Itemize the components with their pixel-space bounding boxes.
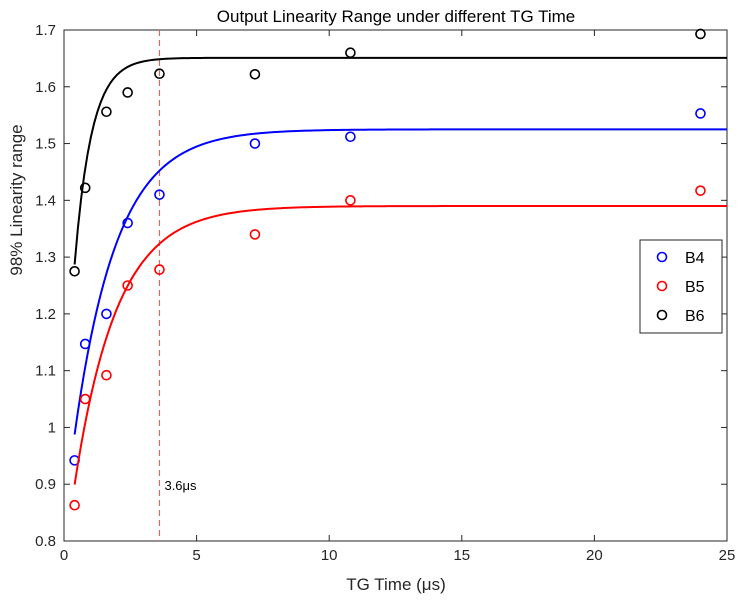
fit-curve-b5 [73, 205, 727, 485]
plot-area: 0 5 10 15 20 25 0.8 0.9 1 1.1 1.2 1.3 1.4 1.5 1.6 1.7 3.… [35, 22, 735, 564]
y-tick-label: 1.6 [35, 79, 56, 96]
data-point-b4 [79, 338, 91, 350]
y-axis-label: 98% Linearity range [7, 124, 26, 275]
data-point-b6 [695, 28, 706, 40]
data-point-b6 [122, 87, 133, 98]
data-point-b5 [345, 195, 356, 206]
y-tick-label: 1.3 [35, 249, 56, 266]
data-point-b5 [122, 280, 133, 291]
fit-curve-b6 [73, 56, 727, 265]
axes-box [63, 29, 728, 542]
y-tick-label: 1.1 [35, 363, 56, 380]
x-tick-label: 15 [453, 547, 470, 564]
data-point-b6 [154, 68, 165, 80]
legend-marker-b5 [656, 280, 668, 292]
data-point-b5 [101, 369, 112, 381]
reference-line-label: 3.6μs [164, 478, 197, 493]
x-tick-label: 10 [321, 547, 338, 564]
legend-box [639, 239, 723, 334]
legend-label-b6: B6 [685, 308, 705, 325]
y-tick-label: 0.9 [35, 476, 56, 493]
data-point-b6 [249, 68, 261, 80]
legend-marker-b4 [656, 251, 668, 263]
legend-label-b5: B5 [685, 279, 705, 296]
data-point-b6 [69, 266, 80, 277]
data-point-b4 [345, 131, 356, 143]
x-tick-label: 5 [192, 547, 200, 564]
data-point-b6 [101, 106, 112, 118]
fit-curve-b4 [73, 128, 727, 435]
data-point-b4 [122, 217, 133, 229]
x-axis-label: TG Time (μs) [346, 575, 446, 594]
legend-marker-b6 [656, 309, 668, 321]
data-point-b4 [101, 308, 112, 320]
data-point-b5 [154, 264, 165, 275]
data-point-b5 [69, 499, 80, 511]
y-tick-label: 1.7 [35, 22, 56, 39]
data-point-b4 [154, 189, 165, 200]
chart-title: Output Linearity Range under different T… [217, 7, 575, 26]
x-tick-label: 0 [60, 547, 68, 564]
data-point-b5 [79, 393, 91, 405]
legend: B4 B5 B6 [639, 239, 723, 334]
data-point-b4 [249, 138, 261, 149]
y-tick-label: 1 [48, 419, 56, 436]
data-point-b6 [345, 47, 356, 59]
y-tick-label: 1.2 [35, 306, 56, 323]
x-tick-label: 20 [586, 547, 603, 564]
data-point-b5 [249, 229, 261, 240]
data-point-b6 [79, 182, 91, 194]
y-tick-label: 0.8 [35, 533, 56, 550]
data-point-b5 [695, 185, 706, 196]
y-tick-label: 1.4 [35, 192, 56, 209]
data-point-b4 [695, 108, 706, 119]
y-tick-label: 1.5 [35, 136, 56, 153]
legend-label-b4: B4 [685, 250, 705, 267]
x-tick-label: 25 [719, 547, 736, 564]
